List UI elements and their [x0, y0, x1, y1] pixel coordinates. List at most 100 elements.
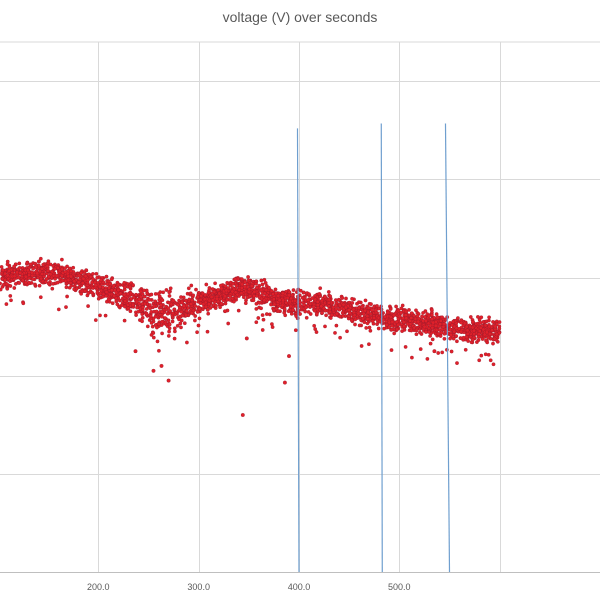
- data-point: [167, 326, 172, 331]
- data-point: [312, 308, 317, 313]
- data-point: [60, 278, 65, 283]
- data-point: [334, 323, 339, 328]
- data-point: [86, 272, 91, 277]
- data-point: [189, 283, 194, 288]
- data-point: [160, 314, 164, 319]
- data-point: [326, 290, 331, 294]
- data-point: [98, 291, 103, 296]
- data-point: [38, 256, 43, 261]
- data-point: [336, 297, 341, 302]
- data-point: [487, 324, 492, 329]
- data-point: [455, 339, 459, 344]
- data-point: [160, 309, 164, 314]
- data-point: [232, 299, 236, 304]
- data-point: [74, 286, 79, 291]
- data-point: [307, 292, 311, 296]
- data-point: [338, 335, 342, 340]
- data-point: [79, 291, 84, 296]
- data-point: [98, 284, 102, 289]
- data-point: [122, 285, 127, 290]
- data-point: [334, 306, 339, 311]
- data-point: [386, 310, 390, 315]
- data-point: [260, 328, 265, 332]
- data-point: [112, 294, 117, 298]
- data-point: [491, 320, 495, 324]
- data-point: [202, 297, 207, 302]
- data-point: [403, 345, 408, 349]
- data-point: [293, 298, 297, 303]
- data-point: [213, 281, 217, 286]
- data-point: [217, 291, 222, 296]
- data-point: [95, 275, 100, 280]
- data-point: [319, 304, 324, 309]
- data-point: [492, 336, 497, 341]
- data-point: [428, 341, 433, 346]
- data-point: [218, 305, 222, 310]
- data-point: [35, 271, 40, 276]
- data-point: [167, 294, 172, 298]
- data-point: [249, 284, 254, 288]
- data-point: [46, 281, 51, 286]
- data-point: [476, 338, 481, 342]
- data-point: [291, 288, 296, 292]
- data-point: [282, 307, 287, 312]
- data-point: [350, 296, 354, 301]
- data-point: [438, 318, 443, 323]
- data-point: [320, 311, 324, 315]
- data-point: [4, 302, 9, 306]
- data-point: [390, 320, 395, 324]
- data-point: [414, 332, 419, 337]
- data-point: [438, 322, 442, 327]
- data-point: [77, 273, 82, 278]
- data-point: [353, 322, 357, 327]
- data-point: [323, 308, 328, 313]
- data-point: [341, 302, 346, 307]
- data-point: [167, 329, 171, 334]
- data-point: [430, 317, 434, 321]
- data-point: [93, 283, 98, 288]
- data-point: [392, 331, 397, 336]
- data-point: [364, 326, 369, 330]
- data-point: [26, 268, 30, 273]
- data-point: [12, 286, 17, 290]
- vertical-marker-line: [296, 128, 300, 573]
- data-point: [470, 337, 475, 342]
- data-point: [122, 318, 127, 323]
- data-point: [7, 265, 12, 270]
- x-tick-label: 500.0: [388, 582, 411, 592]
- data-point: [284, 300, 289, 305]
- data-point: [136, 309, 141, 314]
- data-point: [134, 292, 138, 297]
- data-point: [172, 307, 177, 312]
- data-point: [5, 262, 10, 267]
- data-point: [396, 308, 401, 313]
- data-point: [243, 301, 248, 306]
- data-point: [96, 296, 101, 301]
- data-point: [153, 299, 158, 304]
- data-point: [223, 294, 227, 299]
- data-point: [361, 311, 366, 316]
- data-point: [214, 303, 218, 308]
- data-point: [153, 314, 158, 319]
- data-point: [454, 334, 459, 338]
- data-point: [103, 313, 108, 318]
- data-point: [156, 322, 161, 326]
- data-point: [4, 282, 9, 286]
- x-axis-ticks: 200.0 300.0 400.0 500.0: [87, 582, 411, 592]
- data-point: [288, 304, 293, 309]
- data-point: [433, 323, 438, 328]
- data-point: [323, 294, 327, 299]
- data-point: [440, 315, 444, 320]
- data-point: [68, 266, 72, 271]
- data-point: [191, 293, 196, 298]
- data-point: [404, 316, 409, 321]
- data-point: [37, 283, 42, 288]
- data-point: [91, 277, 95, 282]
- data-point: [71, 265, 76, 270]
- data-point: [230, 282, 235, 286]
- data-point: [399, 310, 404, 315]
- data-point: [486, 335, 491, 340]
- data-point: [487, 332, 492, 336]
- data-point: [140, 315, 145, 320]
- data-point: [273, 287, 278, 292]
